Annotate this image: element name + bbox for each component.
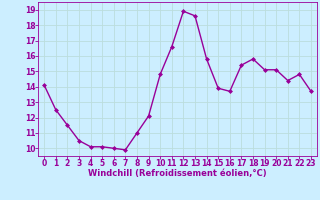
X-axis label: Windchill (Refroidissement éolien,°C): Windchill (Refroidissement éolien,°C) bbox=[88, 169, 267, 178]
